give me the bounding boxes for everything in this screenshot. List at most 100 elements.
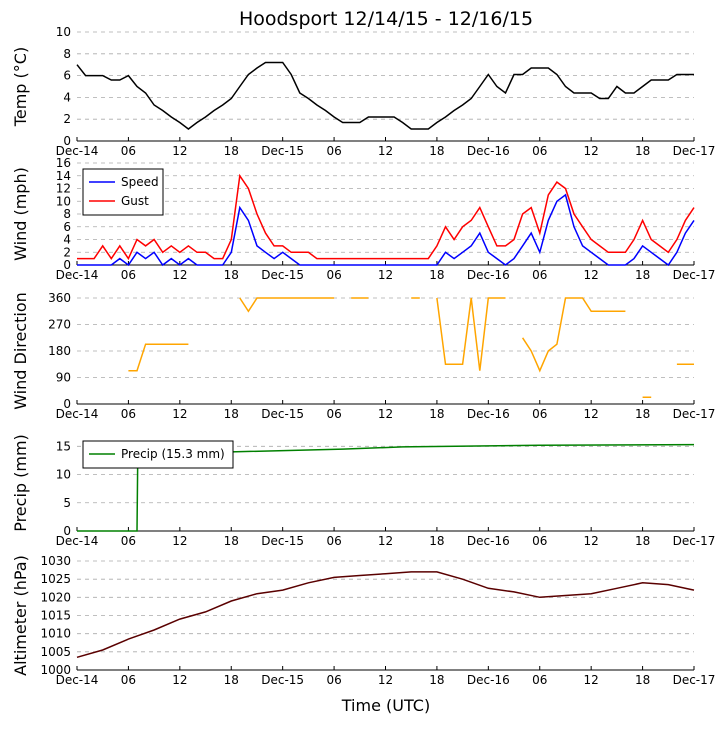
x-tick-label: 18 [224, 673, 239, 687]
x-tick-label: 06 [326, 534, 341, 548]
x-tick-label: Dec-17 [673, 534, 716, 548]
x-tick-label: 12 [172, 144, 187, 158]
x-tick-label: Dec-14 [56, 144, 99, 158]
x-tick-label: 06 [532, 673, 547, 687]
x-tick-label: 06 [532, 407, 547, 421]
series-line [76, 61, 694, 130]
y-tick-label: 1030 [40, 554, 71, 568]
x-tick-label: 12 [378, 144, 393, 158]
x-tick-label: 06 [326, 407, 341, 421]
y-tick-label: 8 [63, 207, 71, 221]
x-tick-label: 06 [326, 144, 341, 158]
legend-box [82, 168, 164, 216]
x-tick-label: 12 [584, 673, 599, 687]
x-tick-label: Dec-14 [56, 407, 99, 421]
y-tick-label: 90 [56, 371, 71, 385]
x-tick-label: 06 [121, 407, 136, 421]
y-tick-label: 0 [63, 134, 71, 148]
x-tick-label: Dec-14 [56, 268, 99, 282]
y-tick-label: 6 [63, 220, 71, 234]
x-tick-label: 06 [532, 268, 547, 282]
y-tick-label: 1025 [40, 572, 71, 586]
x-tick-label: 06 [121, 673, 136, 687]
y-tick-label: 1020 [40, 590, 71, 604]
x-tick-label: Dec-16 [467, 534, 510, 548]
y-tick-label: 1005 [40, 645, 71, 659]
x-tick-label: 06 [532, 534, 547, 548]
y-tick-label: 14 [56, 169, 71, 183]
y-tick-label: 270 [48, 318, 71, 332]
y-axis-label: Temp (°C) [11, 47, 30, 127]
x-tick-label: 12 [584, 144, 599, 158]
x-tick-label: 18 [224, 534, 239, 548]
x-tick-label: 12 [172, 407, 187, 421]
y-axis-label: Precip (mm) [11, 434, 30, 532]
x-tick-label: 06 [326, 673, 341, 687]
y-tick-label: 16 [56, 156, 71, 170]
y-tick-label: 4 [63, 90, 71, 104]
y-tick-label: 2 [63, 112, 71, 126]
x-tick-label: Dec-15 [261, 534, 304, 548]
y-tick-label: 0 [63, 524, 71, 538]
y-tick-label: 10 [56, 468, 71, 482]
x-tick-label: 12 [172, 534, 187, 548]
x-tick-label: 18 [224, 144, 239, 158]
x-tick-label: 18 [224, 268, 239, 282]
y-tick-label: 0 [63, 258, 71, 272]
x-tick-label: 12 [378, 268, 393, 282]
y-tick-label: 4 [63, 233, 71, 247]
legend-label: Precip (15.3 mm) [121, 447, 225, 461]
x-tick-label: 12 [172, 268, 187, 282]
y-tick-label: 1010 [40, 627, 71, 641]
x-tick-label: Dec-14 [56, 673, 99, 687]
y-tick-label: 10 [56, 25, 71, 39]
legend-label: Speed [121, 175, 159, 189]
chart-title: Hoodsport 12/14/15 - 12/16/15 [239, 8, 533, 30]
y-axis-label: Altimeter (hPa) [11, 555, 30, 676]
x-tick-label: Dec-17 [673, 407, 716, 421]
x-tick-label: 12 [172, 673, 187, 687]
y-axis-label: Wind Direction [11, 292, 30, 410]
x-tick-label: Dec-15 [261, 407, 304, 421]
x-tick-label: Dec-15 [261, 144, 304, 158]
y-axis-label: Wind (mph) [11, 167, 30, 261]
x-tick-label: Dec-17 [673, 144, 716, 158]
x-tick-label: 18 [429, 407, 444, 421]
x-tick-label: 18 [635, 673, 650, 687]
x-tick-label: 18 [224, 407, 239, 421]
series-line [128, 297, 694, 398]
x-tick-label: Dec-16 [467, 673, 510, 687]
series-line [77, 173, 695, 261]
x-tick-label: 12 [584, 534, 599, 548]
y-tick-label: 15 [56, 439, 71, 453]
x-tick-label: Dec-15 [261, 673, 304, 687]
series-line [77, 193, 695, 267]
x-tick-label: 18 [635, 407, 650, 421]
y-tick-label: 360 [48, 291, 71, 305]
x-tick-label: 06 [532, 144, 547, 158]
x-axis-label: Time (UTC) [341, 696, 430, 715]
legend-label: Gust [121, 194, 149, 208]
x-tick-label: 18 [635, 144, 650, 158]
x-tick-label: 18 [635, 534, 650, 548]
x-tick-label: 12 [378, 673, 393, 687]
x-tick-label: Dec-16 [467, 144, 510, 158]
x-tick-label: 12 [584, 268, 599, 282]
y-tick-label: 1015 [40, 609, 71, 623]
x-tick-label: Dec-14 [56, 534, 99, 548]
y-tick-label: 6 [63, 69, 71, 83]
x-tick-label: 06 [121, 268, 136, 282]
x-tick-label: Dec-16 [467, 268, 510, 282]
x-tick-label: Dec-17 [673, 673, 716, 687]
y-tick-label: 5 [63, 496, 71, 510]
y-tick-label: 8 [63, 47, 71, 61]
y-tick-label: 1000 [40, 663, 71, 677]
x-tick-label: 12 [378, 407, 393, 421]
x-tick-label: 18 [429, 673, 444, 687]
x-tick-label: Dec-15 [261, 268, 304, 282]
x-tick-label: 06 [326, 268, 341, 282]
y-tick-label: 10 [56, 194, 71, 208]
x-tick-label: 12 [584, 407, 599, 421]
x-tick-label: Dec-16 [467, 407, 510, 421]
